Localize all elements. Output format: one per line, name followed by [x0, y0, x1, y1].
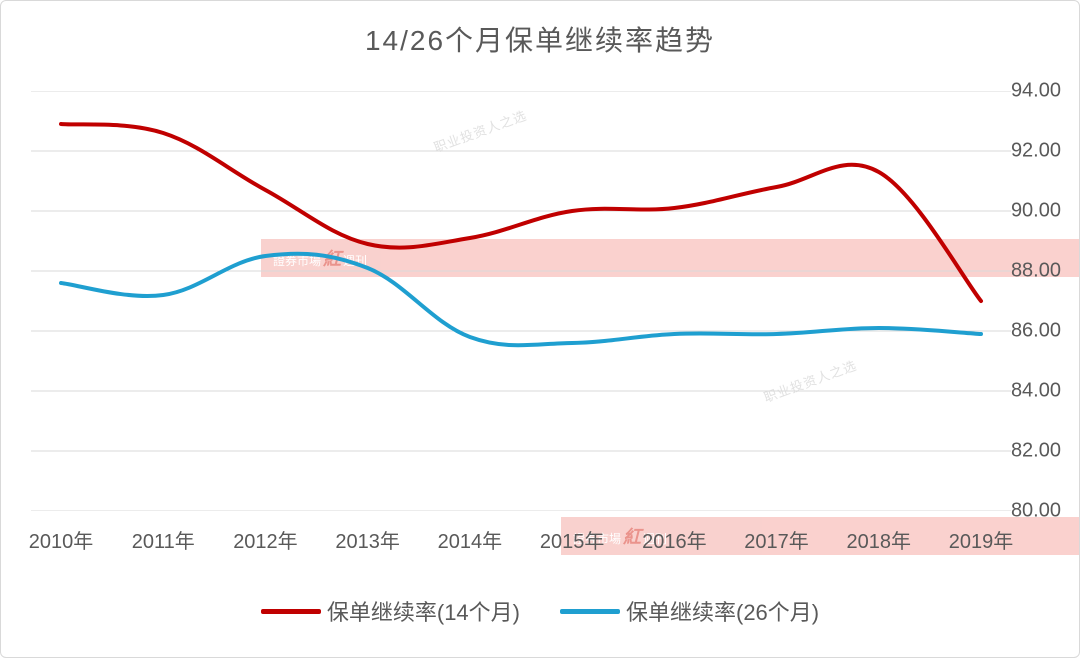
y-tick-label: 86.00: [1011, 320, 1061, 343]
legend-swatch: [261, 609, 321, 614]
x-tick-label: 2011年: [132, 525, 195, 554]
x-tick-label: 2012年: [233, 525, 298, 554]
legend-item: 保单继续率(26个月): [560, 595, 819, 627]
y-tick-label: 94.00: [1011, 80, 1061, 103]
y-tick-label: 84.00: [1011, 380, 1061, 403]
plot-area: [31, 91, 1011, 511]
legend-label: 保单继续率(26个月): [626, 595, 819, 627]
x-tick-label: 2014年: [438, 525, 503, 554]
y-tick-label: 92.00: [1011, 140, 1061, 163]
x-tick-label: 2017年: [744, 525, 809, 554]
chart-title: 14/26个月保单继续率趋势: [1, 1, 1079, 59]
legend: 保单继续率(14个月) 保单继续率(26个月): [1, 594, 1079, 628]
x-tick-label: 2015年: [540, 525, 605, 554]
y-tick-label: 82.00: [1011, 440, 1061, 463]
legend-item: 保单继续率(14个月): [261, 595, 520, 627]
y-tick-label: 90.00: [1011, 200, 1061, 223]
y-tick-label: 88.00: [1011, 260, 1061, 283]
series-line: [61, 254, 981, 346]
chart-container: 14/26个月保单继续率趋势 职业投资人之选职业投资人之选證券市場紅週刊證券市場…: [0, 0, 1080, 658]
x-tick-label: 2010年: [29, 525, 94, 554]
y-tick-label: 80.00: [1011, 500, 1061, 523]
x-tick-label: 2019年: [949, 525, 1014, 554]
x-axis: 2010年 2011年 2012年 2013年 2014年 2015年 2016年 2017年…: [31, 521, 1011, 561]
x-tick-label: 2018年: [847, 525, 912, 554]
legend-label: 保单继续率(14个月): [327, 595, 520, 627]
plot-svg: [31, 91, 1011, 511]
x-tick-label: 2016年: [642, 525, 707, 554]
legend-swatch: [560, 609, 620, 614]
x-tick-label: 2013年: [335, 525, 400, 554]
